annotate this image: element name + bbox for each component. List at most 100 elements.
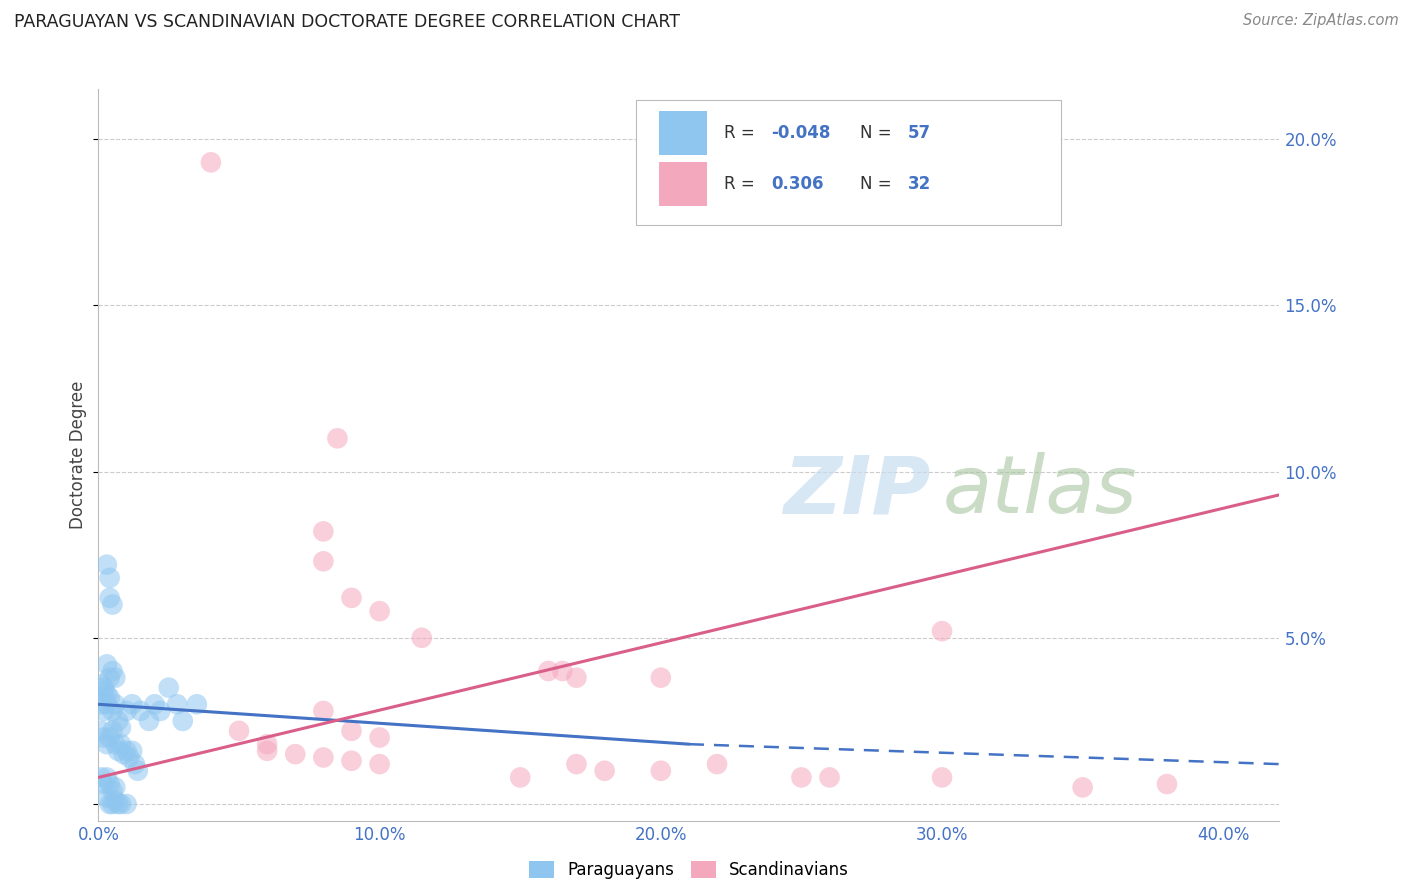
Point (368, 731, 391, 745)
Point (101, 704, 124, 718)
Text: R =: R = (724, 124, 761, 142)
Point (112, 747, 135, 761)
FancyBboxPatch shape (659, 162, 707, 206)
Point (312, 524, 335, 539)
Point (650, 764, 672, 778)
Point (98, 591, 121, 605)
Point (93, 731, 115, 745)
Point (98, 671, 121, 685)
Point (90, 698, 112, 712)
Point (340, 723, 363, 738)
Point (104, 737, 127, 751)
Point (228, 723, 250, 738)
Point (138, 714, 160, 728)
Point (115, 744, 138, 758)
Point (650, 671, 672, 685)
Legend: Paraguayans, Scandinavians: Paraguayans, Scandinavians (522, 854, 856, 886)
Text: R =: R = (724, 176, 766, 194)
Point (537, 664, 560, 678)
Text: -0.048: -0.048 (772, 124, 831, 142)
Point (121, 698, 143, 712)
Point (411, 631, 433, 645)
Point (340, 754, 363, 768)
Point (98, 797, 121, 811)
Point (790, 771, 813, 785)
Point (129, 704, 152, 718)
Point (115, 797, 138, 811)
Point (110, 797, 132, 811)
Point (118, 750, 141, 764)
Point (101, 783, 124, 797)
Text: PARAGUAYAN VS SCANDINAVIAN DOCTORATE DEGREE CORRELATION CHART: PARAGUAYAN VS SCANDINAVIAN DOCTORATE DEG… (14, 13, 681, 31)
Point (90, 723, 112, 738)
Point (96, 771, 118, 785)
Point (166, 698, 188, 712)
Point (157, 681, 180, 695)
Point (818, 771, 841, 785)
FancyBboxPatch shape (636, 100, 1062, 225)
Text: atlas: atlas (943, 452, 1137, 531)
Point (98, 690, 121, 705)
Point (312, 704, 335, 718)
Point (93, 704, 115, 718)
Point (107, 714, 129, 728)
Point (368, 757, 391, 772)
Point (101, 723, 124, 738)
Point (107, 744, 129, 758)
Point (98, 731, 121, 745)
Point (1071, 780, 1094, 795)
Point (101, 598, 124, 612)
Point (107, 797, 129, 811)
Point (312, 554, 335, 568)
Point (96, 687, 118, 701)
Point (104, 698, 127, 712)
Point (565, 757, 588, 772)
Point (143, 698, 166, 712)
Point (127, 764, 149, 778)
Point (124, 757, 146, 772)
Point (110, 737, 132, 751)
Point (96, 790, 118, 805)
Point (256, 744, 278, 758)
Point (90, 771, 112, 785)
Point (172, 714, 194, 728)
Point (340, 591, 363, 605)
Y-axis label: Doctorate Degree: Doctorate Degree (69, 381, 87, 529)
Point (93, 681, 115, 695)
Point (931, 624, 953, 639)
Point (96, 698, 118, 712)
Point (121, 744, 143, 758)
Point (104, 671, 127, 685)
Point (101, 664, 124, 678)
Point (96, 558, 118, 572)
Point (98, 777, 121, 791)
Point (1156, 777, 1178, 791)
Point (98, 571, 121, 585)
Point (101, 797, 124, 811)
Point (551, 664, 574, 678)
FancyBboxPatch shape (659, 112, 707, 155)
Text: ZIP: ZIP (783, 452, 931, 531)
Point (593, 764, 616, 778)
Point (200, 155, 222, 169)
Point (284, 747, 307, 761)
Point (256, 737, 278, 751)
Point (96, 657, 118, 672)
Point (93, 684, 115, 698)
Point (90, 677, 112, 691)
Point (104, 794, 127, 808)
Point (312, 750, 335, 764)
Text: Source: ZipAtlas.com: Source: ZipAtlas.com (1243, 13, 1399, 29)
Point (149, 704, 172, 718)
Point (96, 737, 118, 751)
Point (110, 721, 132, 735)
Point (93, 777, 115, 791)
Text: 0.306: 0.306 (772, 176, 824, 194)
Point (186, 698, 208, 712)
Text: 57: 57 (907, 124, 931, 142)
Point (509, 771, 531, 785)
Point (104, 780, 127, 795)
Point (368, 604, 391, 618)
Point (931, 771, 953, 785)
Point (326, 431, 349, 445)
